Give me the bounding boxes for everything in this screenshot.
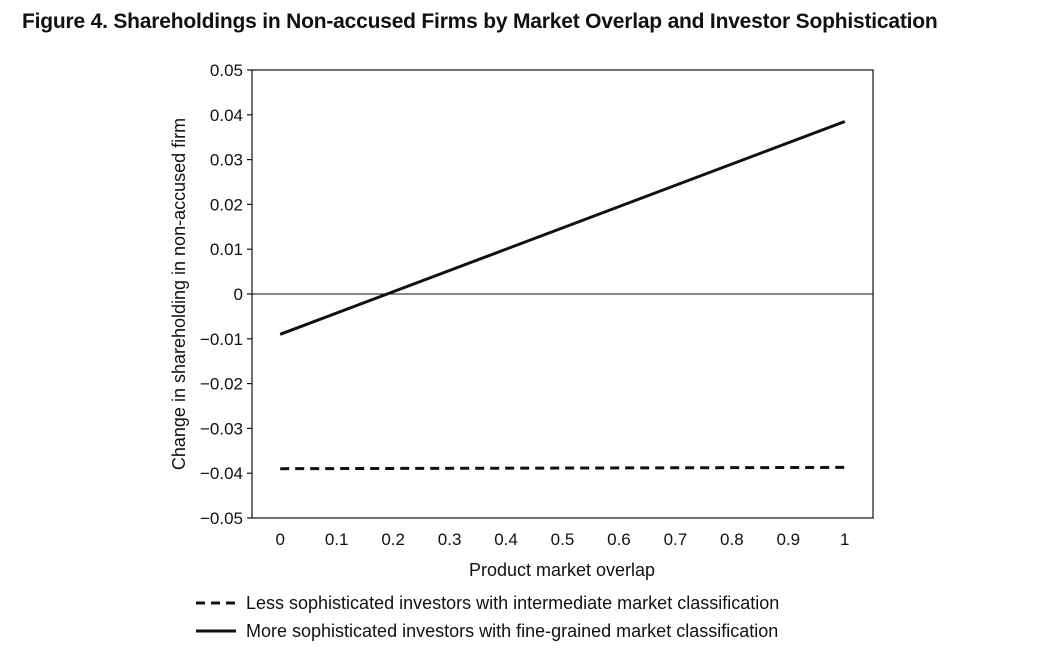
y-tick-label: 0.04: [210, 106, 243, 125]
x-tick-label: 0.9: [776, 530, 800, 549]
y-tick-label: −0.02: [200, 375, 243, 394]
y-tick-label: 0.02: [210, 195, 243, 214]
x-tick-label: 0.5: [551, 530, 575, 549]
x-tick-label: 0: [275, 530, 284, 549]
x-tick-label: 0.7: [664, 530, 688, 549]
y-tick-label: −0.01: [200, 330, 243, 349]
dashed-series-line-0: [280, 465, 845, 471]
x-tick-label: 0.1: [325, 530, 349, 549]
y-axis-title: Change in shareholding in non-accused fi…: [169, 118, 189, 470]
x-axis-title: Product market overlap: [469, 560, 655, 580]
x-tick-label: 0.6: [607, 530, 631, 549]
x-axis: 0 0.1 0.2 0.3 0.4 0.5 0.6 0.7 0.8 0.9 1: [275, 530, 849, 549]
solid-series-line-1: [279, 120, 846, 336]
x-tick-label: 0.4: [494, 530, 518, 549]
figure-title: Figure 4. Shareholdings in Non-accused F…: [22, 10, 938, 33]
x-tick-label: 0.8: [720, 530, 744, 549]
legend-label-1: More sophisticated investors with fine-g…: [246, 621, 778, 641]
y-tick-label: 0: [234, 285, 243, 304]
y-tick-label: 0.03: [210, 151, 243, 170]
y-tick-label: −0.03: [200, 419, 243, 438]
x-tick-label: 1: [840, 530, 849, 549]
y-axis: 0.05 0.04 0.03 0.02 0.01 0 −0.01 −0.02 −0.03 −0.0…: [200, 61, 252, 528]
x-tick-label: 0.2: [381, 530, 405, 549]
y-tick-label: −0.05: [200, 509, 243, 528]
y-tick-label: 0.05: [210, 61, 243, 80]
x-tick-label: 0.3: [438, 530, 462, 549]
y-tick-label: −0.04: [200, 464, 243, 483]
legend-label-0: Less sophisticated investors with interm…: [246, 593, 779, 613]
y-tick-label: 0.01: [210, 240, 243, 259]
series-layer: [279, 120, 846, 471]
legend: Less sophisticated investors with interm…: [196, 593, 779, 641]
